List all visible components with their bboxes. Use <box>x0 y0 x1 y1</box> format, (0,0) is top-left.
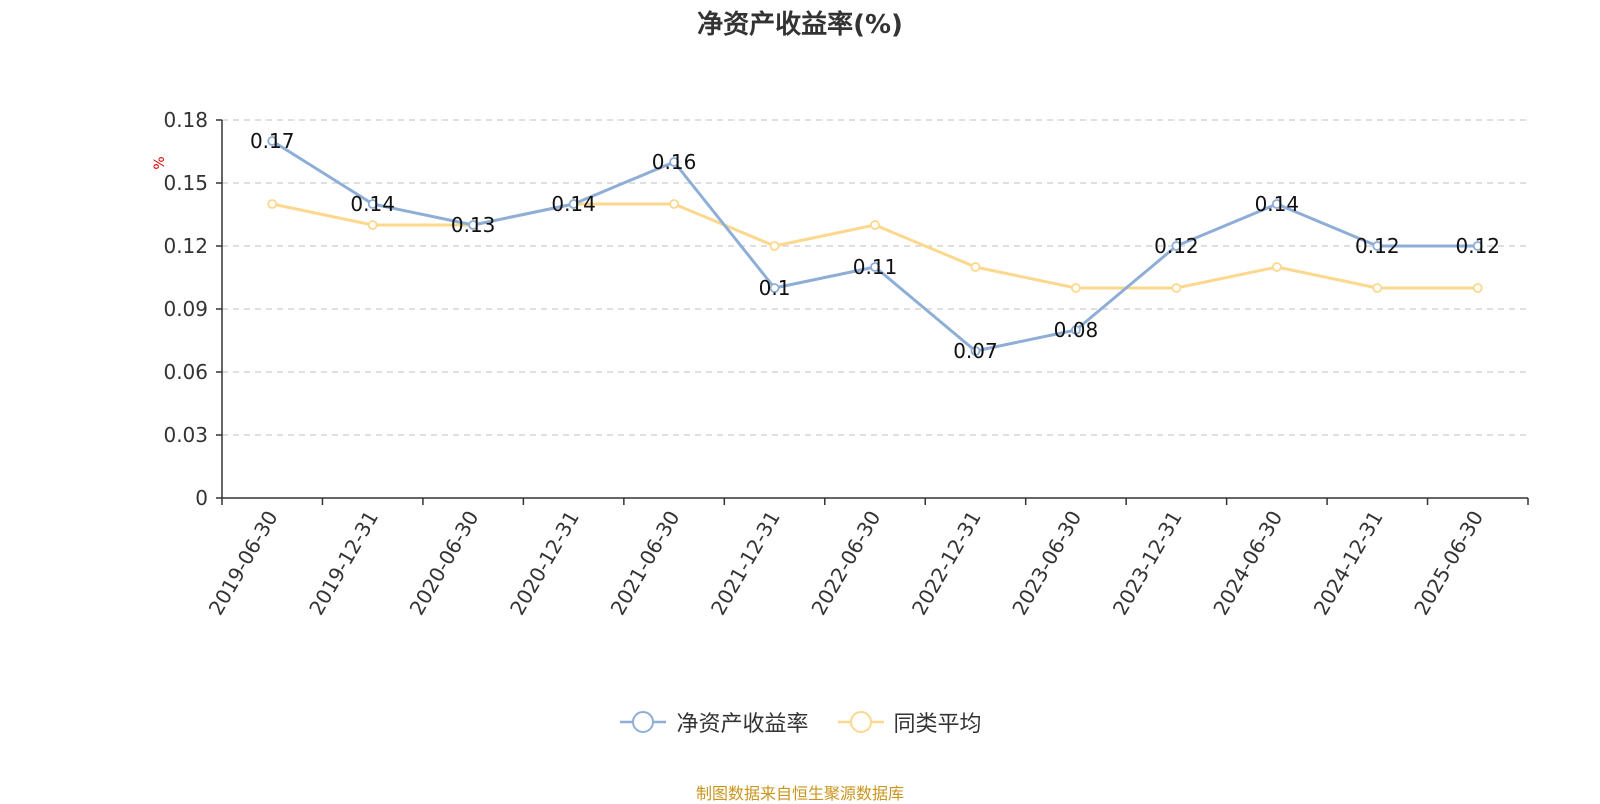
data-point-roe[interactable] <box>267 136 278 146</box>
legend-item-roe[interactable]: 净资产收益率 <box>618 706 809 738</box>
data-point-peer-average[interactable] <box>267 199 278 209</box>
series-lines <box>267 136 1483 356</box>
data-point-peer-average[interactable] <box>1271 262 1282 272</box>
data-label-roe: 0.07 <box>953 339 998 363</box>
x-tick-label: 2025-06-30 <box>1409 507 1488 620</box>
data-label-roe: 0.11 <box>853 255 898 279</box>
x-tick-label: 2019-06-30 <box>204 507 283 620</box>
data-label-roe: 0.12 <box>1355 234 1400 258</box>
data-point-roe[interactable] <box>568 199 579 209</box>
data-label-roe: 0.17 <box>250 129 295 153</box>
data-point-peer-average[interactable] <box>1071 283 1081 293</box>
data-point-roe[interactable] <box>669 157 679 167</box>
data-point-peer-average[interactable] <box>367 220 378 230</box>
data-point-roe[interactable] <box>1071 325 1081 335</box>
x-tick-label: 2021-06-30 <box>606 507 685 620</box>
y-tick-label: 0.03 <box>163 423 208 447</box>
data-point-roe[interactable] <box>970 346 981 356</box>
legend-swatch-roe-icon <box>620 711 667 733</box>
data-point-peer-average[interactable] <box>1171 283 1182 293</box>
chart-title: 净资产收益率(%) <box>697 10 903 40</box>
data-point-roe[interactable] <box>468 220 479 230</box>
data-point-peer-average[interactable] <box>970 262 981 272</box>
x-tick-label: 2024-12-31 <box>1309 507 1388 620</box>
x-tick-label: 2019-12-31 <box>304 507 383 620</box>
data-label-roe: 0.12 <box>1456 234 1501 258</box>
data-label-roe: 0.1 <box>759 276 791 300</box>
data-label-roe: 0.16 <box>652 150 697 174</box>
data-point-roe[interactable] <box>769 283 780 293</box>
y-tick-label: 0.18 <box>163 108 208 132</box>
y-tick-label: 0.09 <box>163 297 208 321</box>
data-labels: 0.17 0.14 0.13 0.14 0.16 0.1 0.11 0.07 0.08 0.12 0… <box>250 129 1500 363</box>
y-tick-label: 0.06 <box>163 360 208 384</box>
x-tick-label: 2020-12-31 <box>505 507 584 620</box>
source-note: 制图数据来自恒生聚源数据库 <box>695 784 904 803</box>
data-label-roe: 0.14 <box>551 192 596 216</box>
legend: 净资产收益率 同类平均 <box>0 706 1600 743</box>
x-tick-label: 2023-12-31 <box>1108 507 1187 620</box>
legend-label-peer-average: 同类平均 <box>893 712 982 737</box>
y-tick-label: 0.12 <box>163 234 208 258</box>
x-tick-label: 2022-06-30 <box>806 507 885 620</box>
data-label-roe: 0.13 <box>451 213 496 237</box>
data-label-roe: 0.14 <box>350 192 395 216</box>
data-point-peer-average[interactable] <box>870 220 880 230</box>
x-tick-label: 2021-12-31 <box>706 507 785 620</box>
x-tick-label: 2022-12-31 <box>907 507 986 620</box>
data-label-roe: 0.14 <box>1255 192 1300 216</box>
y-tick-label: 0.15 <box>163 171 208 195</box>
grid-lines <box>222 119 1528 436</box>
data-point-roe[interactable] <box>1472 241 1483 251</box>
data-point-peer-average[interactable] <box>1472 283 1483 293</box>
data-point-roe[interactable] <box>1171 241 1182 251</box>
data-point-peer-average[interactable] <box>1372 283 1383 293</box>
data-point-peer-average[interactable] <box>669 199 679 209</box>
data-label-roe: 0.12 <box>1154 234 1199 258</box>
x-tick-label: 2020-06-30 <box>405 506 484 619</box>
data-point-roe[interactable] <box>870 262 880 272</box>
y-tick-label: 0 <box>195 486 208 510</box>
y-axis-unit-label: % <box>152 156 168 169</box>
data-point-roe[interactable] <box>367 199 378 209</box>
data-point-roe[interactable] <box>1372 241 1383 251</box>
legend-label-roe: 净资产收益率 <box>676 712 809 737</box>
x-tick-label: 2024-06-30 <box>1208 507 1287 620</box>
data-point-peer-average[interactable] <box>769 241 780 251</box>
legend-item-peer-average[interactable]: 同类平均 <box>836 706 982 738</box>
legend-swatch-peer-average-icon <box>837 711 884 733</box>
data-point-roe[interactable] <box>1271 199 1282 209</box>
data-label-roe: 0.08 <box>1054 318 1099 342</box>
x-tick-label: 2023-06-30 <box>1007 507 1086 620</box>
axes: 0 0.03 0.06 0.09 0.12 0.15 0.18% 2019-06-30 2019… <box>152 108 1529 620</box>
